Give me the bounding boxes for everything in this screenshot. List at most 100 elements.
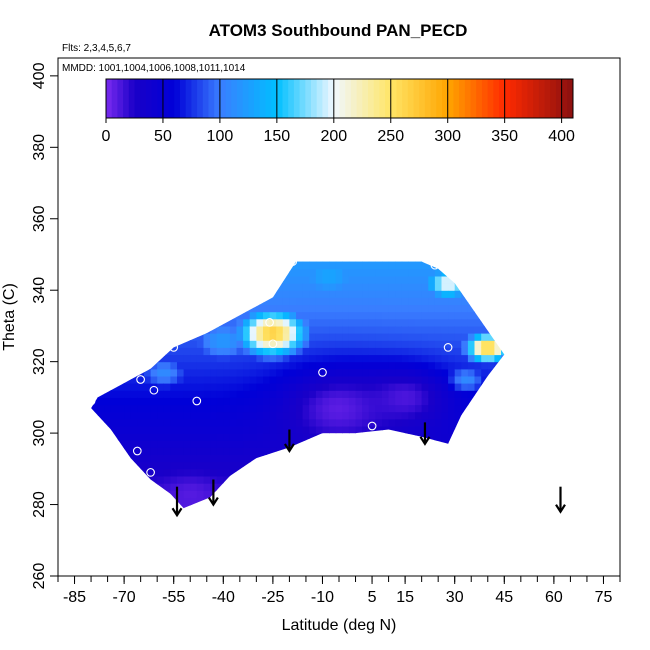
heatmap-cell [163,268,171,277]
heatmap-cell [170,447,178,456]
heatmap-cell [368,340,376,348]
heatmap-cell [382,418,390,427]
heatmap-cell [104,397,112,406]
heatmap-cell [183,375,191,384]
heatmap-cell [296,404,304,413]
heatmap-cell [210,268,218,277]
heatmap-cell [91,440,99,448]
heatmap-cell [229,354,238,363]
heatmap-cell [335,368,343,377]
heatmap-cell [170,268,178,277]
heatmap-cell [170,468,178,477]
heatmap-cell [382,383,390,391]
heatmap-cell [210,340,218,348]
heatmap-cell [282,411,290,420]
heatmap-cell [236,397,244,406]
heatmap-cell [395,383,403,391]
heatmap-cell [382,397,390,406]
heatmap-cell [190,433,198,441]
heatmap-cell [144,497,152,506]
heatmap-cell [501,468,505,477]
heatmap-cell [203,375,211,384]
heatmap-cell [183,468,191,477]
heatmap-cell [342,504,350,509]
heatmap-cell [395,361,403,370]
heatmap-cell [216,418,224,427]
heatmap-cell [315,404,324,413]
heatmap-cell [362,497,370,506]
heatmap-cell [362,290,370,298]
heatmap-cell [467,468,476,477]
heatmap-cell [203,390,211,398]
heatmap-cell [348,390,357,398]
heatmap-cell [130,261,138,263]
colorbar-segment [339,79,346,118]
heatmap-cell [388,461,396,470]
heatmap-cell [494,347,502,356]
heatmap-cell [342,261,350,270]
heatmap-cell [448,318,456,327]
heatmap-cell [170,390,178,398]
heatmap-cell [104,340,112,348]
heatmap-cell [223,297,231,306]
heatmap-cell [124,411,132,420]
heatmap-cell [474,440,482,448]
heatmap-cell [196,440,204,448]
heatmap-cell [110,383,119,391]
heatmap-cell [342,340,350,348]
heatmap-cell [501,268,505,277]
heatmap-cell [190,383,198,391]
heatmap-cell [448,418,456,427]
heatmap-cell [395,454,403,463]
heatmap-cell [501,368,505,377]
heatmap-cell [434,283,443,291]
heatmap-cell [144,297,152,306]
heatmap-cell [322,468,330,477]
heatmap-cell [481,440,489,448]
heatmap-cell [467,290,476,298]
heatmap-cell [249,261,257,263]
heatmap-cell [441,404,449,413]
heatmap-cell [335,490,343,498]
heatmap-cell [375,283,383,291]
heatmap-cell [348,433,357,441]
heatmap-cell [434,383,443,391]
heatmap-cell [315,361,324,370]
heatmap-cell [110,304,119,313]
heatmap-cell [481,490,489,498]
heatmap-cell [137,490,145,498]
heatmap-cell [124,476,132,484]
y-tick-label: 340 [31,277,48,304]
heatmap-cell [137,497,145,506]
heatmap-cell [130,261,138,270]
heatmap-cell [434,375,443,384]
heatmap-cell [309,383,317,391]
heatmap-cell [434,476,443,484]
heatmap-cell [263,490,271,498]
heatmap-cell [355,468,363,477]
heatmap-cell [309,397,317,406]
heatmap-cell [130,454,138,463]
heatmap-cell [263,461,271,470]
heatmap-cell [401,261,409,270]
heatmap-cell [229,290,238,298]
heatmap-cell [249,433,257,441]
heatmap-cell [144,304,152,313]
heatmap-cell [434,390,443,398]
heatmap-cell [315,354,324,363]
heatmap-cell [309,283,317,291]
heatmap-cell [269,390,277,398]
mmdd-annotation: MMDD: 1001,1004,1006,1008,1011,1014 [62,63,246,74]
heatmap-cell [117,426,125,434]
heatmap-cell [236,368,244,377]
heatmap-cell [196,318,204,327]
heatmap-cell [296,490,304,498]
heatmap-cell [309,490,317,498]
heatmap-cell [282,504,290,509]
heatmap-cell [263,383,271,391]
heatmap-cell [501,347,505,356]
heatmap-cell [375,347,383,356]
heatmap-cell [236,390,244,398]
heatmap-cell [190,476,198,484]
heatmap-cell [91,476,99,484]
